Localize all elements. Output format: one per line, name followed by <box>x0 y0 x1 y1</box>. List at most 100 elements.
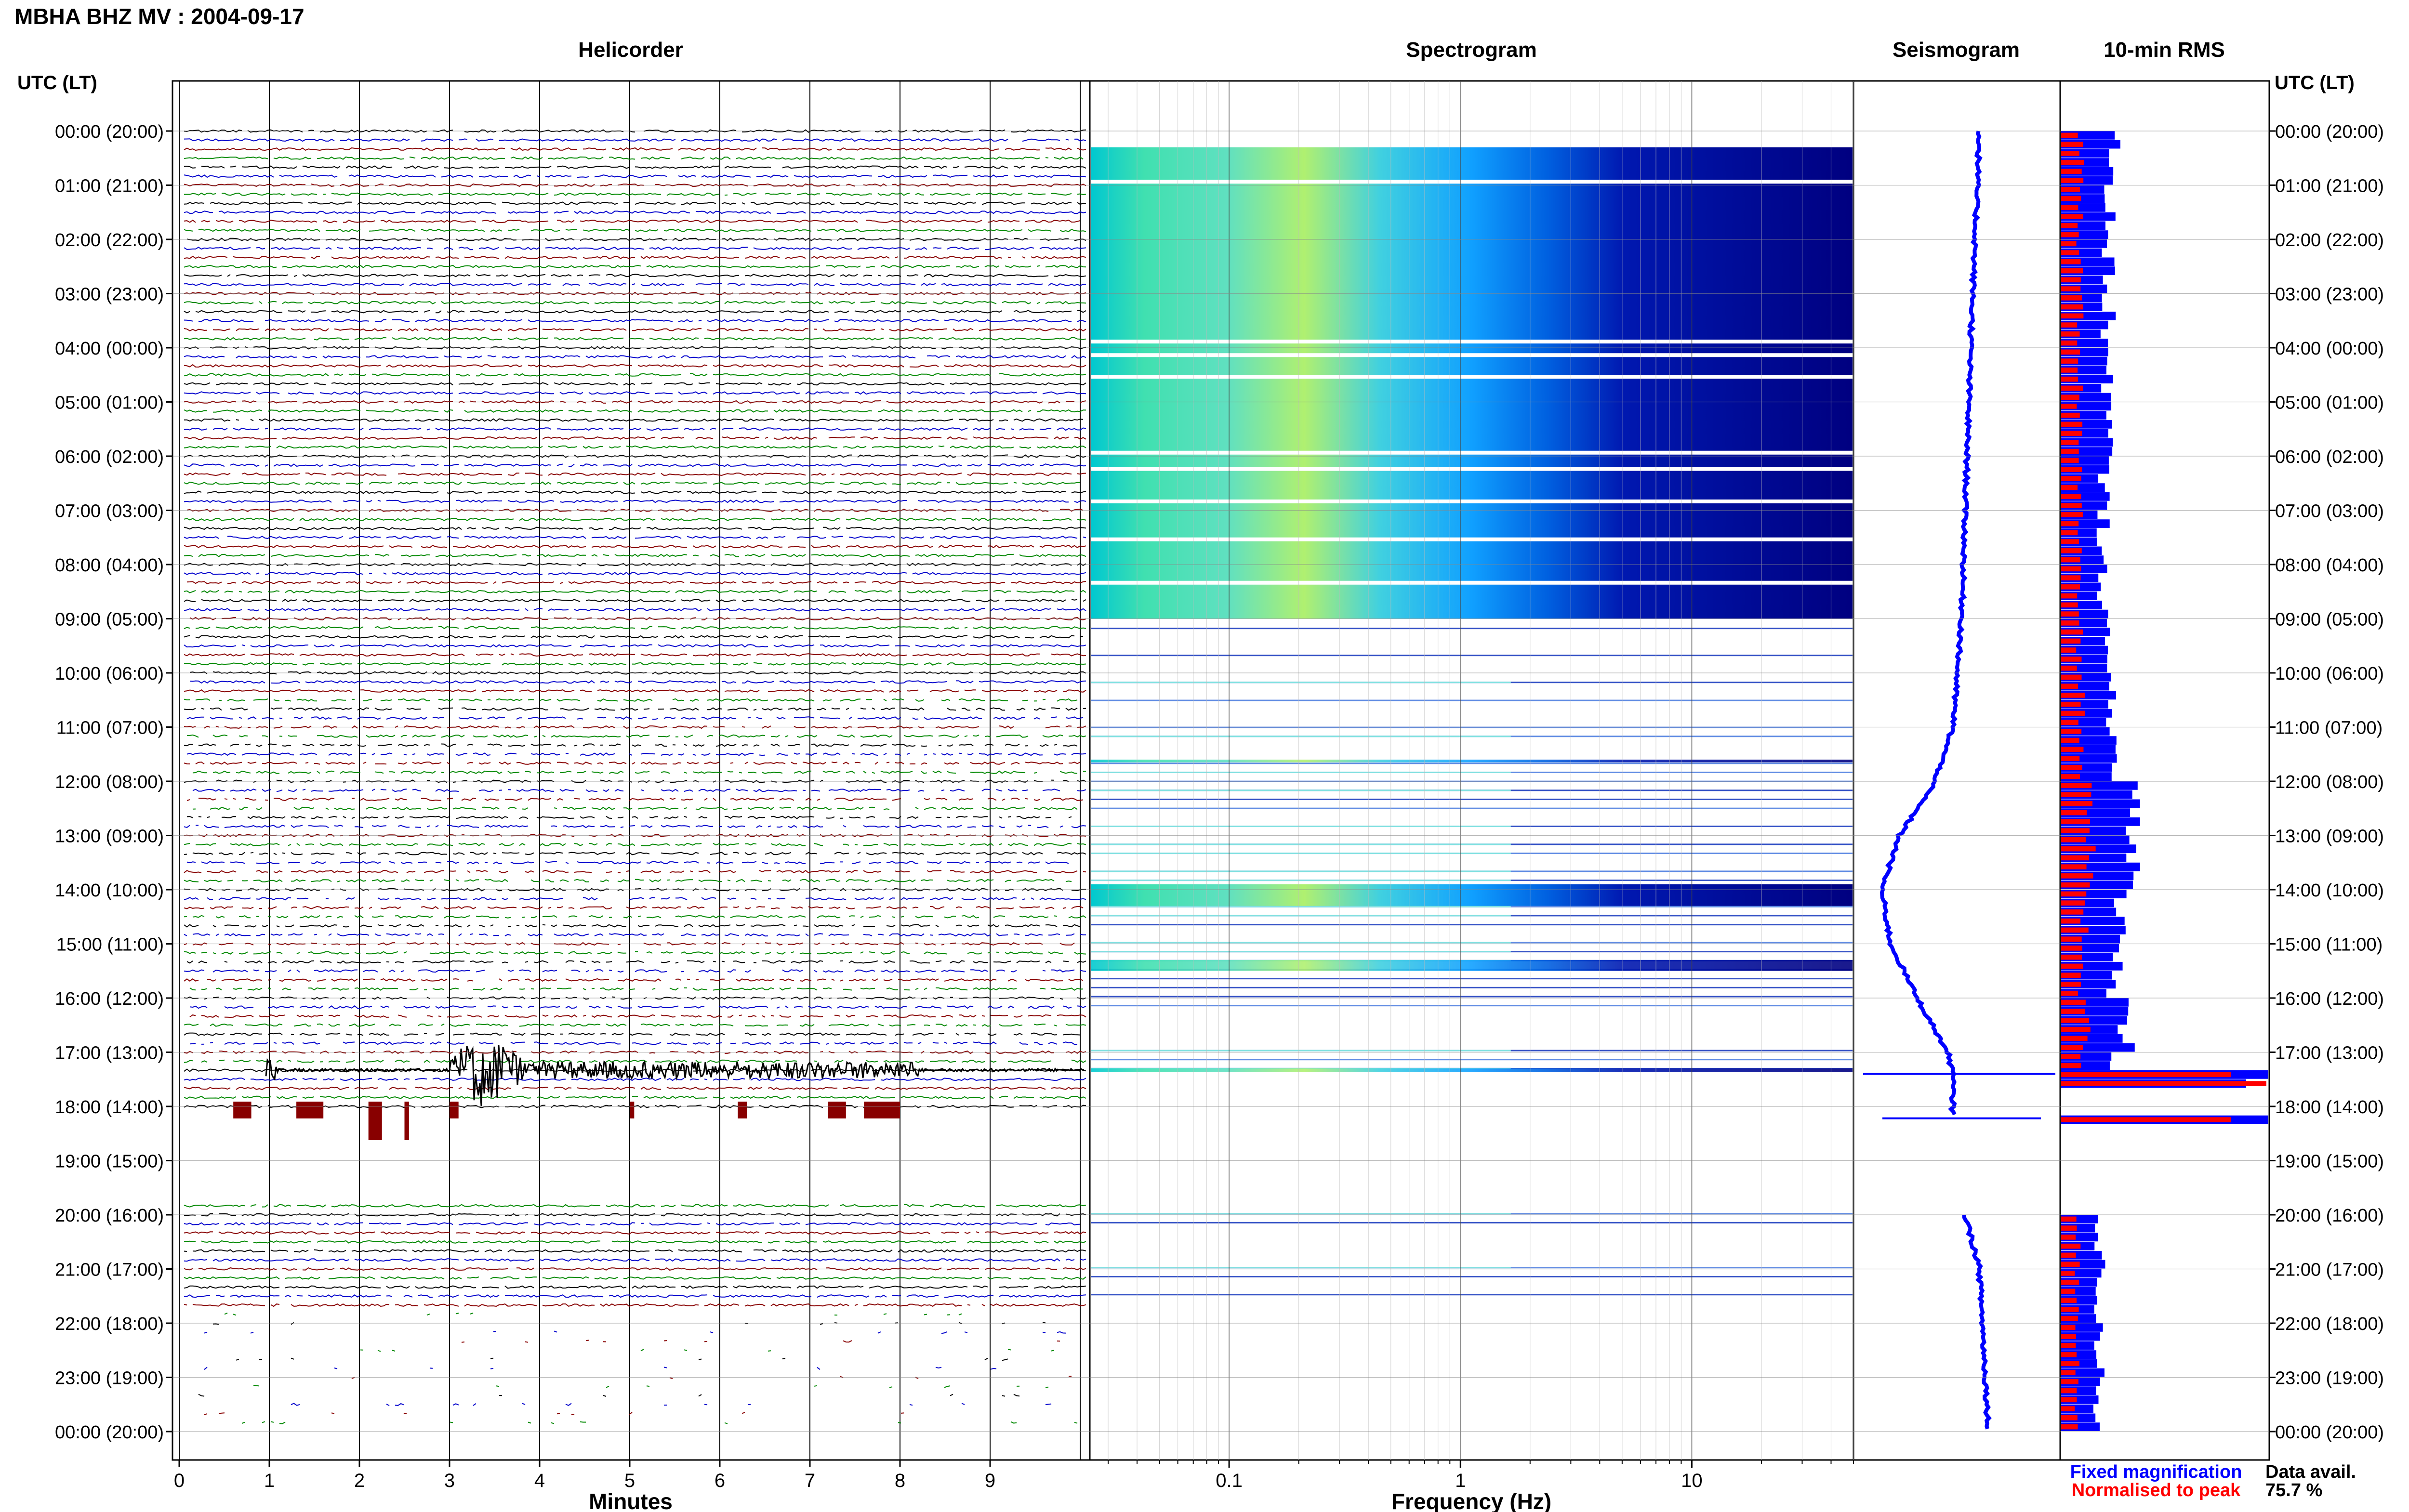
rms-bar-normalised <box>2061 1235 2076 1240</box>
rms-bar-normalised <box>2061 1279 2079 1285</box>
helicorder-trace <box>184 409 1086 413</box>
time-label-left: 07:00 (03:00) <box>55 501 164 522</box>
helicorder-trace <box>186 580 1086 585</box>
spectrogram-stripe <box>1091 924 1853 926</box>
rms-bar-normalised <box>2061 720 2078 725</box>
rms-bar-normalised <box>2061 819 2090 825</box>
data-avail-value: 75.7 % <box>2265 1480 2322 1500</box>
rms-bar-normalised <box>2061 882 2090 888</box>
rms-bar-normalised <box>2061 982 2081 987</box>
spectrogram-stripe <box>1091 1059 1853 1061</box>
helicorder-trace <box>184 1231 1086 1235</box>
rms-bar-normalised <box>2061 142 2083 147</box>
rms-bar-normalised <box>2061 548 2082 553</box>
rms-bar-normalised <box>2061 710 2085 716</box>
time-label-left: 04:00 (00:00) <box>55 339 164 359</box>
helicorder-trace <box>184 337 1086 341</box>
rms-title: 10-min RMS <box>2104 38 2225 62</box>
rms-bar-normalised <box>2061 701 2081 707</box>
helicorder-trace <box>184 1059 1086 1063</box>
legend-normalised: Normalised to peak <box>2072 1480 2241 1500</box>
helicorder-trace <box>184 490 1086 494</box>
spectrogram-stripe <box>1091 942 1511 944</box>
helicorder-trace <box>184 761 1081 765</box>
spectrogram-layer <box>1091 81 1854 1460</box>
rms-bar-normalised <box>2061 358 2078 364</box>
rms-bar-normalised <box>2061 946 2082 951</box>
spectrogram-stripe <box>1091 986 1853 988</box>
spectrogram-stripe <box>1091 771 1511 773</box>
helicorder-trace <box>184 544 1086 549</box>
helicorder-trace <box>184 463 1086 467</box>
helicorder-trace <box>184 274 1086 277</box>
rms-bar-normalised <box>2061 611 2079 617</box>
rms-bar-normalised <box>2061 1036 2088 1041</box>
time-label-right: 02:00 (22:00) <box>2275 230 2384 250</box>
bottom-axis-layer: 0 1 2 3 4 5 6 7 8 9 0.1 1 10 <box>174 1460 1854 1491</box>
rms-bar-normalised <box>2061 729 2082 734</box>
spectrogram-gap <box>1091 467 1853 471</box>
time-label-right: 08:00 (04:00) <box>2275 555 2384 576</box>
rms-bar-normalised <box>2061 629 2083 635</box>
rms-bar-normalised <box>2061 394 2079 400</box>
helicorder-trace <box>187 734 1086 738</box>
helicorder-frame <box>172 80 1091 1461</box>
rms-bar-normalised <box>2061 1307 2079 1312</box>
helicorder-trace <box>184 418 1084 422</box>
minute-tick-label: 1 <box>264 1470 275 1491</box>
helicorder-trace <box>184 264 1086 268</box>
helicorder-trace <box>184 1303 1086 1307</box>
helicorder-trace <box>184 382 1086 386</box>
minute-tick-label: 0 <box>174 1470 185 1491</box>
time-label-left: 20:00 (16:00) <box>55 1206 164 1226</box>
rms-bar-normalised <box>2061 412 2080 418</box>
rms-bar-normalised <box>2061 277 2081 283</box>
helicorder-trace <box>184 635 1084 639</box>
spectrogram-stripe <box>1091 1222 1853 1223</box>
helicorder-fragment <box>738 1102 747 1118</box>
time-label-left: 05:00 (01:00) <box>55 393 164 413</box>
rms-bar-normalised <box>2061 1063 2081 1068</box>
time-label-right: 18:00 (14:00) <box>2275 1097 2384 1118</box>
rms-bar-normalised <box>2061 765 2082 770</box>
spectrogram-stripe <box>1091 736 1511 737</box>
helicorder-trace <box>184 526 1086 530</box>
spectrogram-gap <box>1091 180 1853 184</box>
rms-bar-normalised <box>2061 196 2081 201</box>
helicorder-trace <box>186 716 1084 720</box>
time-label-left: 17:00 (13:00) <box>55 1043 164 1064</box>
rms-bar-normalised <box>2061 1352 2077 1357</box>
rms-bar-normalised <box>2061 602 2078 608</box>
time-label-right: 00:00 (20:00) <box>2275 122 2384 142</box>
time-label-right: 13:00 (09:00) <box>2275 827 2384 847</box>
rms-bar-normalised <box>2061 132 2078 138</box>
time-label-left: 15:00 (11:00) <box>56 935 164 955</box>
helicorder-layer <box>179 81 1086 1460</box>
rms-bar-normalised <box>2061 214 2083 219</box>
spectrogram-stripe <box>1091 1275 1853 1277</box>
rms-bar-normalised <box>2061 1054 2081 1059</box>
helicorder-trace <box>184 1285 1086 1289</box>
helicorder-fragment <box>233 1102 251 1118</box>
spectrogram-stripe <box>1091 682 1511 684</box>
rms-bar-normalised <box>2061 521 2079 526</box>
helicorder-trace <box>184 969 1086 973</box>
time-label-left: 16:00 (12:00) <box>55 989 164 1009</box>
time-label-right: 10:00 (06:00) <box>2275 664 2384 684</box>
rms-bar-normalised <box>2061 187 2080 192</box>
rms-bar-normalised <box>2061 539 2079 544</box>
rms-bar-normalised <box>2061 837 2086 842</box>
helicorder-trace <box>186 797 1084 802</box>
time-label-left: 18:00 (14:00) <box>55 1097 164 1118</box>
rms-layer <box>2061 131 2268 1431</box>
time-label-left: 13:00 (09:00) <box>55 827 164 847</box>
spectrogram-stripe <box>1091 628 1853 630</box>
spectrogram-gap <box>1091 375 1853 379</box>
helicorder-trace <box>184 906 1084 910</box>
rms-bar-normalised <box>2061 1081 2266 1086</box>
time-label-right: 23:00 (19:00) <box>2275 1368 2384 1389</box>
helicorder-trace <box>184 653 1086 657</box>
spectrogram-gap <box>1091 353 1853 357</box>
time-label-right: 11:00 (07:00) <box>2275 718 2383 738</box>
helicorder-trace <box>184 1249 1086 1253</box>
